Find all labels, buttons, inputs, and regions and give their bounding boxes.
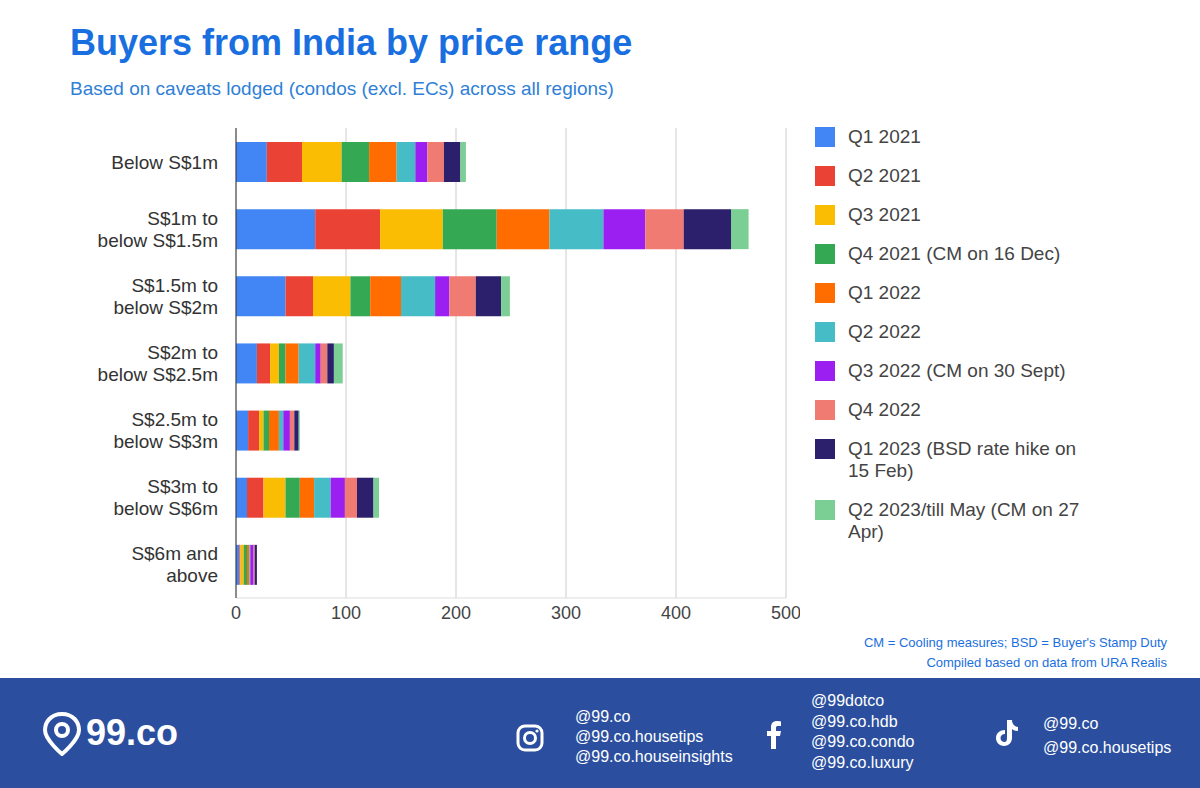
html-text:Compiled based on data from UR: Compiled based on data from URA Realis — [926, 655, 1167, 670]
html-text:Q4 2021 (CM on 16 Dec): Q4 2021 (CM on 16 Dec) — [848, 243, 1061, 264]
svg-text:400: 400 — [661, 603, 691, 623]
html-text:Q2 2022: Q2 2022 — [848, 321, 921, 342]
svg-text:S$3m tobelow S$6m: S$3m tobelow S$6m — [113, 476, 218, 519]
svg-text:S$2m tobelow S$2.5m: S$2m tobelow S$2.5m — [98, 342, 218, 385]
html-text:@99.co.housetips: @99.co.housetips — [1043, 739, 1172, 756]
svg-text:S$1.5m tobelow S$2m: S$1.5m tobelow S$2m — [113, 275, 218, 318]
svg-text:100: 100 — [331, 603, 361, 623]
svg-text:S$2.5m tobelow S$3m: S$2.5m tobelow S$3m — [113, 409, 218, 452]
html-text:Q1 2021: Q1 2021 — [848, 126, 921, 147]
html-text:@99dotco: @99dotco — [811, 692, 885, 709]
svg-text:Below S$1m: Below S$1m — [111, 152, 218, 173]
html-text:@99.co.housetips: @99.co.housetips — [575, 728, 704, 745]
html-text:Q1 2023 (BSD rate hike on 15 F: Q1 2023 (BSD rate hike on 15 Feb) — [848, 438, 1077, 481]
html-text:@99.co.condo: @99.co.condo — [811, 733, 915, 750]
html-text:Based on caveats lodged (condo: Based on caveats lodged (condos (excl. E… — [70, 78, 614, 99]
html-text:@99.co: @99.co — [1043, 715, 1099, 732]
html-text:Q2 2021: Q2 2021 — [848, 165, 921, 186]
html-text:Q4 2022: Q4 2022 — [848, 399, 921, 420]
svg-text:500: 500 — [771, 603, 800, 623]
html-text:Buyers from India by price ran: Buyers from India by price range — [70, 22, 633, 63]
html-text:Q2 2023/till May (CM on 27 Apr: Q2 2023/till May (CM on 27 Apr) — [848, 499, 1080, 542]
html-text:@99.co.hdb: @99.co.hdb — [811, 712, 898, 730]
html-text:99.co: 99.co — [86, 712, 179, 753]
html-text:Q1 2022: Q1 2022 — [848, 282, 921, 303]
html-text:@99.co.houseinsights: @99.co.houseinsights — [575, 748, 733, 765]
html-text:CM = Cooling measures; BSD = B: CM = Cooling measures; BSD = Buyer's Sta… — [864, 635, 1167, 650]
html-text:@99.co.luxury: @99.co.luxury — [811, 753, 914, 771]
svg-text:0: 0 — [231, 603, 241, 623]
svg-text:S$1m tobelow S$1.5m: S$1m tobelow S$1.5m — [98, 208, 218, 251]
html-text:Q3 2022 (CM on 30 Sept): Q3 2022 (CM on 30 Sept) — [848, 360, 1066, 381]
svg-text:S$6m andabove: S$6m andabove — [131, 543, 218, 586]
svg-text:300: 300 — [551, 603, 581, 623]
html-text:Q3 2021: Q3 2021 — [848, 204, 921, 225]
svg-text:200: 200 — [441, 603, 471, 623]
html-text:@99.co: @99.co — [575, 708, 631, 725]
